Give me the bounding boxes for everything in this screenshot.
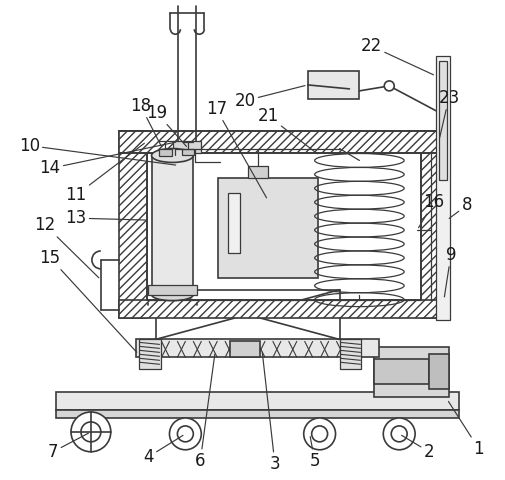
Bar bbox=[152, 156, 193, 295]
Bar bbox=[147, 285, 197, 295]
Ellipse shape bbox=[152, 148, 193, 162]
Circle shape bbox=[71, 412, 111, 452]
Text: 16: 16 bbox=[418, 193, 444, 228]
Circle shape bbox=[390, 426, 407, 442]
Bar bbox=[158, 148, 172, 156]
Text: 7: 7 bbox=[48, 433, 88, 461]
Text: 20: 20 bbox=[234, 85, 305, 110]
Circle shape bbox=[303, 418, 335, 450]
Text: 22: 22 bbox=[360, 37, 433, 75]
Bar bbox=[438, 61, 446, 180]
Text: 2: 2 bbox=[401, 435, 433, 461]
Text: 21: 21 bbox=[257, 107, 317, 154]
Bar bbox=[119, 131, 146, 318]
Text: 12: 12 bbox=[34, 216, 98, 278]
Bar bbox=[247, 167, 267, 179]
Circle shape bbox=[311, 426, 327, 442]
Text: 6: 6 bbox=[194, 354, 215, 470]
Text: 11: 11 bbox=[65, 143, 144, 204]
Text: 1: 1 bbox=[447, 401, 483, 458]
Bar bbox=[420, 131, 448, 318]
Bar bbox=[218, 179, 317, 278]
Circle shape bbox=[177, 426, 193, 442]
Bar bbox=[119, 131, 448, 153]
Circle shape bbox=[383, 81, 393, 91]
Bar bbox=[135, 339, 379, 357]
Text: 8: 8 bbox=[448, 196, 471, 218]
Bar bbox=[56, 392, 458, 410]
Circle shape bbox=[169, 418, 201, 450]
Text: 10: 10 bbox=[19, 136, 175, 165]
Bar bbox=[428, 354, 448, 389]
Text: 23: 23 bbox=[437, 89, 459, 138]
Bar bbox=[182, 148, 194, 156]
Text: 9: 9 bbox=[443, 246, 455, 297]
Circle shape bbox=[81, 422, 100, 442]
Bar bbox=[228, 193, 239, 253]
Text: 19: 19 bbox=[145, 104, 186, 146]
Bar bbox=[307, 71, 359, 99]
Bar bbox=[138, 339, 160, 369]
Bar bbox=[435, 56, 449, 320]
Bar bbox=[339, 339, 361, 369]
Text: 13: 13 bbox=[65, 209, 145, 227]
Text: 17: 17 bbox=[205, 100, 266, 198]
Text: 15: 15 bbox=[39, 249, 136, 352]
Text: 18: 18 bbox=[130, 97, 161, 146]
Ellipse shape bbox=[152, 288, 193, 300]
Text: 3: 3 bbox=[262, 352, 280, 473]
Bar bbox=[119, 300, 448, 318]
Circle shape bbox=[382, 418, 414, 450]
Bar bbox=[173, 141, 201, 153]
Text: 4: 4 bbox=[143, 435, 183, 466]
Bar bbox=[56, 410, 458, 418]
Text: 14: 14 bbox=[39, 142, 175, 178]
Bar bbox=[230, 341, 260, 357]
Bar bbox=[374, 348, 448, 397]
Text: 5: 5 bbox=[309, 437, 319, 470]
Bar bbox=[374, 360, 428, 384]
